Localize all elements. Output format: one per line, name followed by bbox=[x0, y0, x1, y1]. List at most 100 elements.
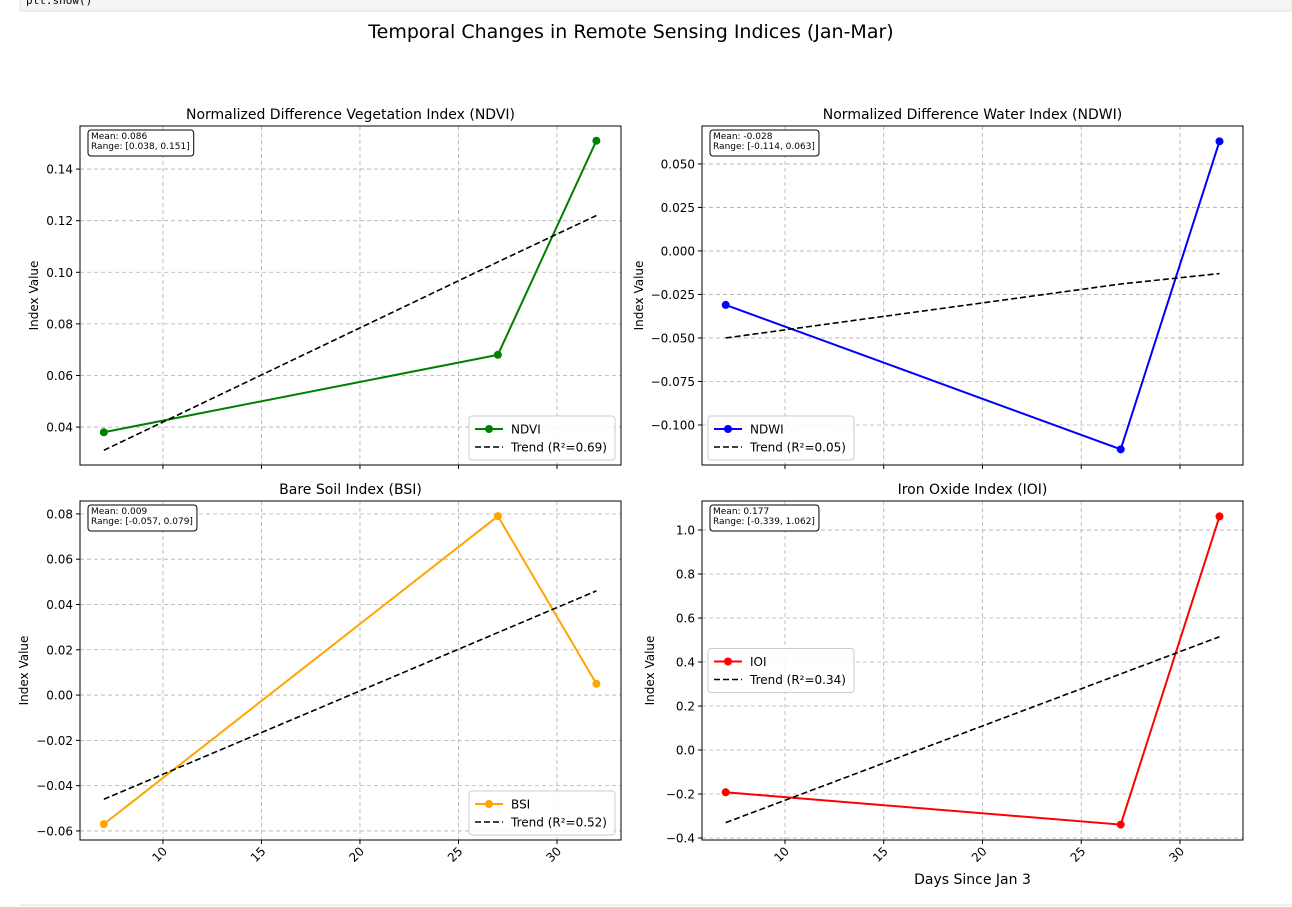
legend-label: NDVI bbox=[511, 423, 541, 437]
x-tick-label: 25 bbox=[445, 844, 466, 865]
x-tick-label: 10 bbox=[149, 844, 170, 865]
data-point bbox=[592, 136, 601, 145]
annotation-text: Mean: -0.028 bbox=[713, 132, 773, 142]
legend-label: Trend (R²=0.34) bbox=[749, 673, 846, 687]
legend: BSI Trend (R²=0.52) bbox=[468, 790, 616, 836]
y-tick-label: −0.075 bbox=[651, 375, 695, 389]
data-point bbox=[721, 788, 730, 797]
code-text: plt.show() bbox=[26, 0, 92, 7]
subplot-title: Normalized Difference Water Index (NDWI) bbox=[823, 107, 1122, 123]
annotation-text: Mean: 0.086 bbox=[91, 132, 147, 142]
x-axis-label: Days Since Jan 3 bbox=[914, 872, 1031, 888]
series-line bbox=[103, 140, 598, 434]
y-tick-label: 0.2 bbox=[676, 700, 695, 714]
annotation-text: Range: [-0.114, 0.063] bbox=[713, 142, 815, 152]
trend-line bbox=[103, 590, 597, 800]
subplot-title: Normalized Difference Vegetation Index (… bbox=[186, 107, 515, 123]
data-point bbox=[1215, 137, 1224, 146]
data-point bbox=[99, 428, 108, 437]
y-tick-label: −0.2 bbox=[666, 788, 695, 802]
x-tick-label: 10 bbox=[771, 844, 792, 865]
y-tick-label: 0.14 bbox=[46, 163, 73, 177]
y-tick-label: 0.10 bbox=[46, 266, 73, 280]
subplot-title: Bare Soil Index (BSI) bbox=[279, 482, 422, 498]
data-point bbox=[592, 679, 601, 688]
legend-label: NDWI bbox=[750, 423, 784, 437]
annotation-text: Range: [0.038, 0.151] bbox=[91, 142, 190, 152]
y-tick-label: −0.100 bbox=[651, 418, 695, 432]
data-point bbox=[493, 350, 502, 359]
legend-box bbox=[468, 790, 616, 836]
y-tick-label: −0.025 bbox=[651, 288, 695, 302]
data-point bbox=[493, 512, 502, 521]
x-tick-label: 15 bbox=[870, 844, 891, 865]
y-tick-label: −0.04 bbox=[36, 779, 73, 793]
y-tick-label: 0.08 bbox=[46, 507, 73, 521]
figure-title: Temporal Changes in Remote Sensing Indic… bbox=[367, 21, 893, 43]
plot-frame bbox=[79, 500, 622, 841]
y-tick-label: 1.0 bbox=[676, 524, 695, 538]
plot-frame bbox=[79, 125, 622, 466]
y-axis-label: Index Value bbox=[27, 261, 41, 331]
code-cell bbox=[19, 0, 1292, 12]
legend-label: Trend (R²=0.69) bbox=[510, 441, 607, 455]
annotation-box bbox=[87, 504, 198, 532]
y-tick-label: 0.04 bbox=[46, 421, 73, 435]
legend-box bbox=[707, 648, 855, 693]
series-line bbox=[103, 514, 598, 825]
y-tick-label: 0.050 bbox=[661, 157, 695, 171]
y-axis-label: Index Value bbox=[632, 261, 646, 331]
annotation-box bbox=[87, 129, 195, 157]
data-point bbox=[721, 300, 730, 309]
legend: NDWI Trend (R²=0.05) bbox=[707, 415, 855, 461]
y-tick-label: −0.4 bbox=[666, 832, 695, 846]
y-tick-label: 0.4 bbox=[676, 656, 695, 670]
x-tick-label: 15 bbox=[248, 844, 269, 865]
y-tick-label: 0.08 bbox=[46, 317, 73, 331]
legend-marker bbox=[724, 657, 732, 666]
y-tick-label: 0.02 bbox=[46, 643, 73, 657]
y-tick-label: −0.02 bbox=[36, 734, 73, 748]
trend-line bbox=[103, 214, 597, 452]
legend-marker bbox=[485, 800, 494, 808]
y-tick-label: 0.04 bbox=[46, 598, 73, 612]
y-tick-label: 0.025 bbox=[661, 201, 695, 215]
plot-frame bbox=[701, 125, 1244, 466]
annotation-box bbox=[709, 504, 820, 532]
y-tick-label: 0.0 bbox=[676, 744, 695, 758]
y-tick-label: 0.06 bbox=[46, 553, 73, 567]
annotation-box bbox=[709, 129, 820, 157]
x-tick-label: 20 bbox=[969, 844, 990, 865]
legend-box bbox=[468, 415, 616, 461]
data-point bbox=[1116, 445, 1125, 454]
y-tick-label: −0.06 bbox=[36, 824, 73, 838]
trend-line bbox=[725, 635, 1220, 824]
legend-label: IOI bbox=[750, 655, 767, 669]
legend-label: BSI bbox=[511, 798, 530, 812]
legend-box bbox=[707, 415, 855, 461]
y-axis-label: Index Value bbox=[643, 636, 657, 706]
y-tick-label: 0.6 bbox=[676, 612, 695, 626]
annotation-text: Range: [-0.339, 1.062] bbox=[713, 517, 815, 527]
y-tick-label: 0.000 bbox=[661, 244, 695, 258]
x-tick-label: 25 bbox=[1068, 844, 1089, 865]
plot-frame bbox=[701, 500, 1244, 841]
x-tick-label: 30 bbox=[1166, 844, 1187, 865]
y-tick-label: 0.12 bbox=[46, 214, 73, 228]
y-axis-label: Index Value bbox=[17, 636, 31, 706]
data-point bbox=[1215, 512, 1224, 521]
data-point bbox=[99, 820, 108, 829]
subplot-title: Iron Oxide Index (IOI) bbox=[898, 482, 1048, 498]
trend-line bbox=[725, 272, 1220, 339]
legend-marker bbox=[485, 425, 494, 433]
x-tick-label: 30 bbox=[543, 844, 564, 865]
legend-marker bbox=[724, 425, 732, 433]
legend: IOI Trend (R²=0.34) bbox=[707, 648, 855, 693]
y-tick-label: 0.00 bbox=[46, 689, 73, 703]
annotation-text: Mean: 0.009 bbox=[91, 507, 147, 517]
y-tick-label: 0.06 bbox=[46, 369, 73, 383]
legend-label: Trend (R²=0.05) bbox=[749, 441, 846, 455]
